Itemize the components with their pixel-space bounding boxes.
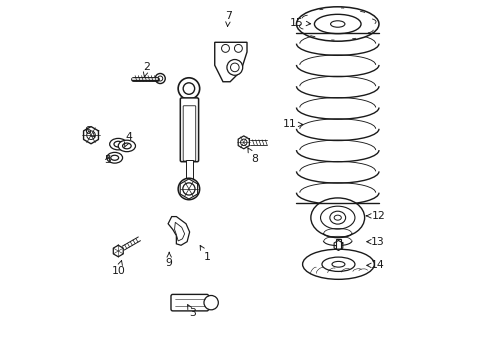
Circle shape (86, 131, 95, 139)
Ellipse shape (329, 211, 345, 224)
Circle shape (183, 83, 194, 94)
Circle shape (178, 78, 199, 99)
Text: 10: 10 (111, 261, 125, 276)
Ellipse shape (109, 138, 126, 150)
FancyBboxPatch shape (180, 98, 198, 162)
Text: 9: 9 (165, 252, 172, 268)
Ellipse shape (310, 198, 364, 237)
Text: 6: 6 (84, 126, 95, 137)
Ellipse shape (122, 143, 131, 149)
Text: 8: 8 (247, 148, 258, 164)
Polygon shape (214, 42, 246, 82)
Circle shape (221, 44, 229, 52)
Polygon shape (174, 222, 184, 241)
Text: 11: 11 (282, 120, 302, 129)
Polygon shape (336, 239, 340, 256)
Polygon shape (168, 217, 189, 245)
Text: 14: 14 (366, 260, 384, 270)
Ellipse shape (110, 155, 119, 160)
Circle shape (158, 76, 163, 81)
Ellipse shape (333, 215, 341, 220)
Text: 7: 7 (224, 11, 231, 27)
Text: 1: 1 (200, 246, 210, 262)
Circle shape (183, 183, 195, 195)
Circle shape (234, 44, 242, 52)
Polygon shape (185, 160, 192, 182)
Text: 4: 4 (124, 132, 132, 147)
Text: 3: 3 (187, 305, 196, 318)
Circle shape (230, 63, 239, 72)
Text: 13: 13 (366, 237, 384, 247)
Text: 5: 5 (104, 155, 111, 165)
Ellipse shape (302, 249, 373, 279)
Circle shape (155, 73, 165, 84)
FancyBboxPatch shape (183, 106, 195, 161)
FancyBboxPatch shape (171, 294, 208, 311)
Text: 12: 12 (366, 211, 385, 221)
Ellipse shape (314, 14, 360, 34)
Ellipse shape (114, 141, 122, 147)
Ellipse shape (331, 261, 344, 267)
Circle shape (178, 178, 199, 200)
Circle shape (240, 139, 246, 145)
Ellipse shape (118, 140, 135, 152)
Text: 2: 2 (143, 62, 150, 77)
Ellipse shape (320, 206, 354, 229)
Circle shape (226, 59, 242, 75)
Ellipse shape (296, 7, 378, 41)
Text: 15: 15 (289, 18, 310, 28)
Ellipse shape (330, 21, 344, 27)
Circle shape (203, 296, 218, 310)
Ellipse shape (321, 257, 354, 271)
Ellipse shape (106, 152, 122, 163)
